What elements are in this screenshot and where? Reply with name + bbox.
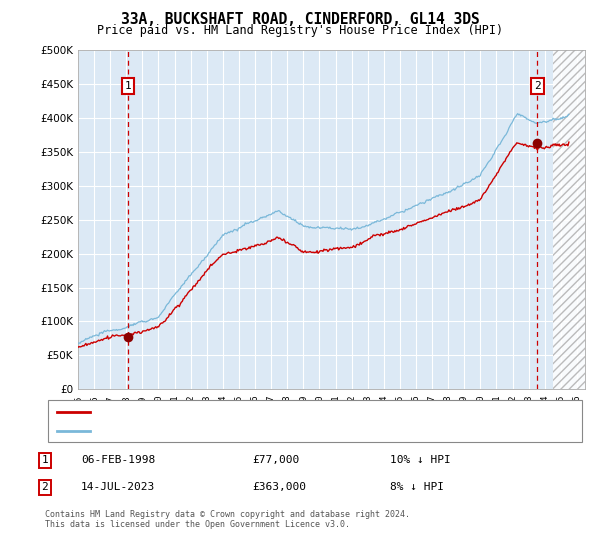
Text: Contains HM Land Registry data © Crown copyright and database right 2024.
This d: Contains HM Land Registry data © Crown c…: [45, 510, 410, 529]
Text: £77,000: £77,000: [252, 455, 299, 465]
Bar: [553, 50, 585, 389]
Text: 33A, BUCKSHAFT ROAD, CINDERFORD, GL14 3DS: 33A, BUCKSHAFT ROAD, CINDERFORD, GL14 3D…: [121, 12, 479, 27]
Text: 14-JUL-2023: 14-JUL-2023: [81, 482, 155, 492]
Text: £363,000: £363,000: [252, 482, 306, 492]
Text: 10% ↓ HPI: 10% ↓ HPI: [390, 455, 451, 465]
Text: 1: 1: [41, 455, 49, 465]
Text: 33A, BUCKSHAFT ROAD, CINDERFORD, GL14 3DS (detached house): 33A, BUCKSHAFT ROAD, CINDERFORD, GL14 3D…: [96, 407, 458, 417]
Text: 1: 1: [125, 81, 131, 91]
Text: 06-FEB-1998: 06-FEB-1998: [81, 455, 155, 465]
Text: 2: 2: [534, 81, 541, 91]
Text: HPI: Average price, detached house, Forest of Dean: HPI: Average price, detached house, Fore…: [96, 426, 409, 436]
Text: Price paid vs. HM Land Registry's House Price Index (HPI): Price paid vs. HM Land Registry's House …: [97, 24, 503, 37]
Text: 2: 2: [41, 482, 49, 492]
Text: 8% ↓ HPI: 8% ↓ HPI: [390, 482, 444, 492]
